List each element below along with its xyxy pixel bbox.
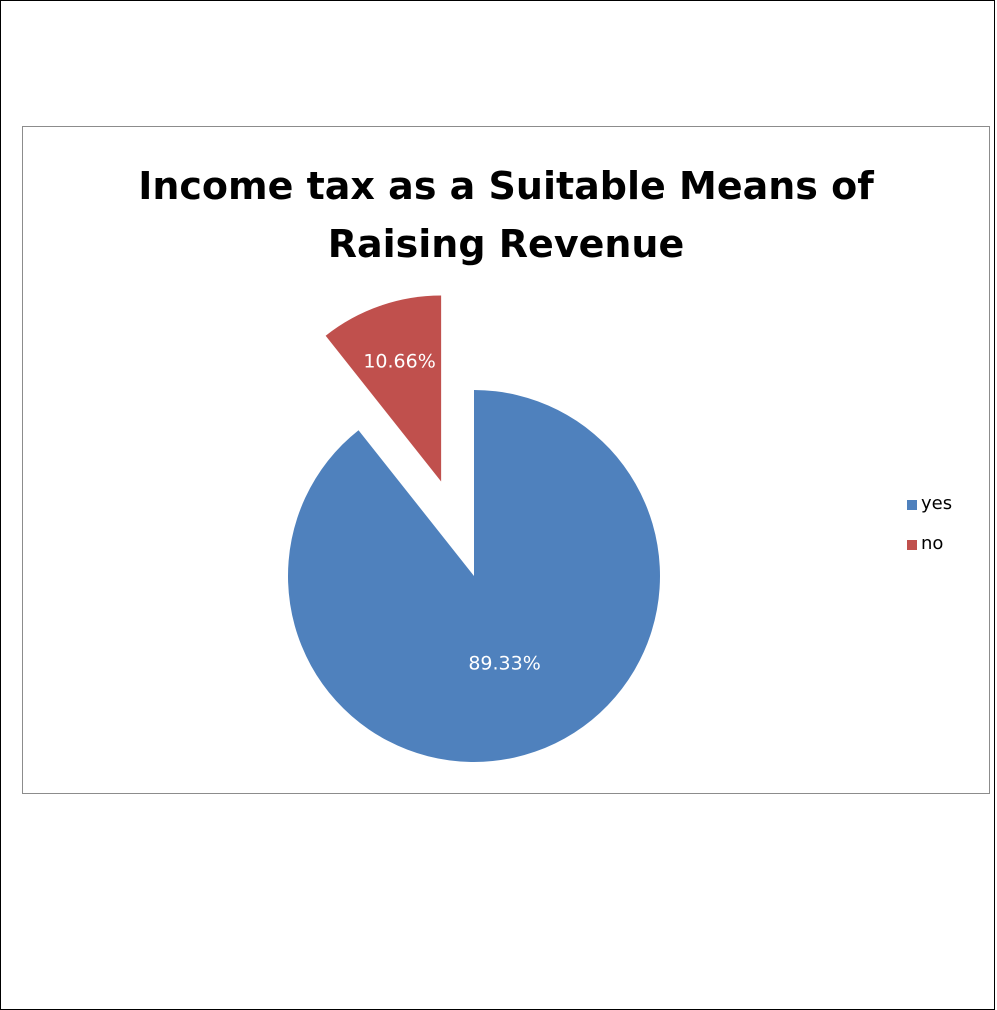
- chart-title-line-2: Raising Revenue: [327, 222, 685, 266]
- pie-slice-no: [325, 295, 442, 482]
- legend-label-no: no: [921, 533, 944, 554]
- legend-label-yes: yes: [921, 493, 953, 514]
- legend-swatch-no: [907, 540, 917, 550]
- chart-title-line-1: Income tax as a Suitable Means of: [138, 164, 874, 208]
- data-label-yes: 89.33%: [468, 652, 540, 674]
- legend-swatch-yes: [907, 500, 917, 510]
- chart-title: Income tax as a Suitable Means of Raisin…: [23, 157, 989, 273]
- chart-area: Income tax as a Suitable Means of Raisin…: [22, 126, 990, 794]
- pie-chart: 89.33% 10.66%: [288, 295, 660, 762]
- pie-slice-yes: [288, 390, 660, 762]
- data-label-no: 10.66%: [363, 351, 435, 373]
